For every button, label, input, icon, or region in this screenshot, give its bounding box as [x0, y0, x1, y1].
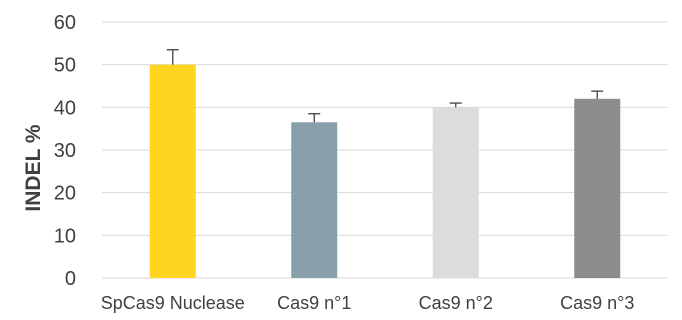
y-tick-label-20: 20 [54, 183, 76, 205]
y-tick-label-40: 40 [54, 97, 76, 119]
y-tick-label-30: 30 [54, 140, 76, 162]
error-bar-3 [449, 102, 462, 108]
bars [149, 64, 621, 279]
y-tick-label-50: 50 [54, 55, 76, 77]
error-bar-1 [166, 49, 179, 65]
y-tick-label-10: 10 [54, 225, 76, 247]
x-category-label-4: Cas9 n°3 [560, 293, 634, 313]
x-category-label-3: Cas9 n°2 [419, 293, 493, 313]
bar-3 [432, 107, 479, 278]
y-tick-label-0: 0 [65, 268, 76, 290]
error-bar-2 [308, 113, 321, 123]
x-axis-category-labels: SpCas9 Nuclease Cas9 n°1 Cas9 n°2 Cas9 n°3 [101, 293, 635, 313]
error-bar-4 [591, 90, 604, 99]
y-axis-label: INDEL % [22, 124, 45, 211]
bar-4 [574, 98, 621, 278]
y-tick-label-60: 60 [54, 12, 76, 34]
y-axis-ticks: 0 10 20 30 40 50 60 [54, 12, 76, 290]
bar-2 [291, 122, 338, 279]
error-bars [166, 49, 604, 123]
bar-1 [149, 64, 196, 279]
x-category-label-1: SpCas9 Nuclease [101, 293, 245, 313]
x-category-label-2: Cas9 n°1 [277, 293, 351, 313]
gridlines [102, 21, 668, 279]
